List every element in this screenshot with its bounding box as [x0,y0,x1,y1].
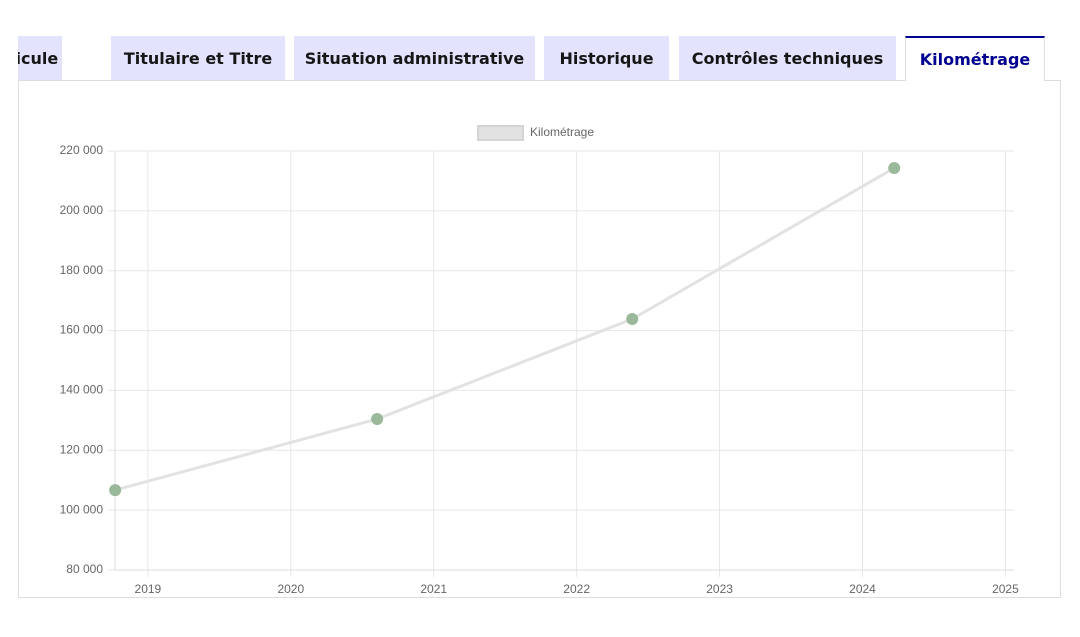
x-tick-label: 2019 [135,582,162,596]
x-tick-label: 2022 [563,582,590,596]
legend-label: Kilométrage [530,125,594,139]
tab[interactable]: Historique [544,36,669,80]
point [371,413,384,426]
tab[interactable]: Titulaire et Titre [111,36,285,80]
tab[interactable]: Contrôles techniques [679,36,896,80]
point [626,313,639,326]
x-tick-label: 2025 [992,582,1019,596]
y-tick-label: 200 000 [60,203,104,217]
y-tick-label: 180 000 [60,263,104,277]
tab[interactable]: Véhicule [18,36,62,80]
y-tick-label: 100 000 [60,502,104,516]
x-tick-label: 2020 [277,582,304,596]
point [888,162,901,175]
y-tick-label: 220 000 [60,143,104,157]
tab[interactable]: Situation administrative [294,36,535,80]
y-tick-label: 120 000 [60,442,104,456]
x-tick-label: 2024 [849,582,876,596]
y-tick-label: 140 000 [60,383,104,397]
x-tick-label: 2021 [420,582,447,596]
y-tick-label: 80 000 [66,562,103,576]
point [109,484,122,497]
tab-panel [18,80,1061,598]
y-tick-label: 160 000 [60,323,104,337]
line [114,166,895,492]
tab[interactable]: Kilométrage [905,36,1045,81]
x-tick-label: 2023 [706,582,733,596]
legend-swatch [477,125,524,141]
